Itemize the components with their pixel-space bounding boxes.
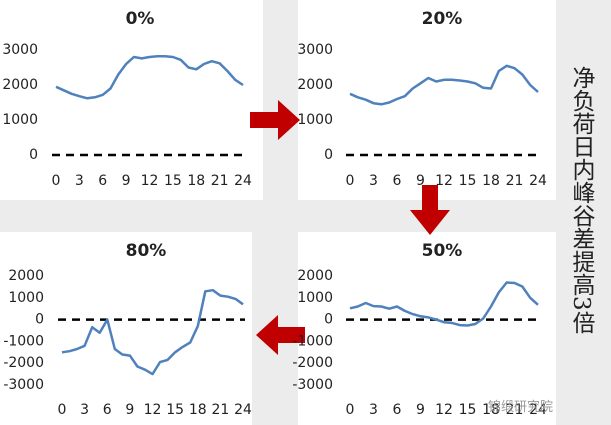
- x-tick-label: 21: [506, 173, 524, 189]
- x-tick-label: 21: [506, 402, 524, 418]
- x-tick-label: 12: [435, 402, 453, 418]
- annotation: 净负荷日内峰谷差提高3倍: [568, 66, 594, 334]
- panel: [298, 232, 556, 425]
- data-line: [349, 64, 539, 106]
- y-tick-label: -3000: [3, 377, 44, 393]
- x-tick-label: 9: [416, 173, 425, 189]
- x-tick-label: 0: [58, 402, 67, 418]
- chart-title: 80%: [126, 241, 167, 261]
- x-tick-label: 6: [98, 173, 107, 189]
- x-tick-label: 9: [416, 402, 425, 418]
- y-tick-label: 2000: [297, 268, 333, 284]
- arrow: [250, 100, 300, 140]
- x-tick-label: 24: [234, 173, 252, 189]
- chart-title: 20%: [422, 9, 463, 29]
- x-tick-label: 24: [529, 173, 547, 189]
- y-tick-label: 0: [324, 147, 333, 163]
- x-tick-label: 24: [529, 402, 547, 418]
- x-tick-label: 12: [435, 173, 453, 189]
- x-tick-label: 9: [125, 402, 134, 418]
- x-tick-label: 15: [166, 402, 184, 418]
- x-tick-label: 21: [211, 402, 229, 418]
- y-tick-label: 0: [29, 147, 38, 163]
- y-tick-label: -2000: [3, 355, 44, 371]
- y-tick-label: 2000: [297, 77, 333, 93]
- x-tick-label: 6: [103, 402, 112, 418]
- x-tick-label: 18: [482, 402, 500, 418]
- x-tick-label: 24: [234, 402, 252, 418]
- x-tick-label: 3: [75, 173, 84, 189]
- x-tick-label: 6: [393, 173, 402, 189]
- x-tick-label: 15: [459, 402, 477, 418]
- arrow: [410, 185, 450, 235]
- data-line: [61, 288, 244, 376]
- y-tick-label: 1000: [297, 290, 333, 306]
- x-tick-label: 0: [346, 402, 355, 418]
- y-tick-label: -2000: [292, 355, 333, 371]
- x-tick-label: 15: [459, 173, 477, 189]
- x-tick-label: 0: [52, 173, 61, 189]
- panel: [0, 232, 252, 425]
- y-tick-label: 2000: [2, 77, 38, 93]
- panel: [0, 0, 263, 200]
- y-tick-label: 1000: [8, 290, 44, 306]
- y-tick-label: -1000: [3, 333, 44, 349]
- data-line: [349, 281, 539, 327]
- y-tick-label: 0: [324, 312, 333, 328]
- y-tick-label: 1000: [297, 112, 333, 128]
- watermark: 锦缎研究院: [488, 400, 554, 415]
- x-tick-label: 12: [144, 402, 162, 418]
- x-tick-label: 12: [141, 173, 159, 189]
- y-tick-label: 2000: [8, 268, 44, 284]
- x-tick-label: 3: [369, 402, 378, 418]
- arrow: [256, 315, 305, 355]
- y-tick-label: -3000: [292, 377, 333, 393]
- x-tick-label: 3: [80, 402, 89, 418]
- x-tick-label: 18: [189, 402, 207, 418]
- x-tick-label: 21: [211, 173, 229, 189]
- panel: [298, 0, 556, 200]
- y-tick-label: -1000: [292, 333, 333, 349]
- x-tick-label: 9: [122, 173, 131, 189]
- y-tick-label: 1000: [2, 112, 38, 128]
- data-line: [55, 55, 244, 100]
- y-tick-label: 3000: [2, 42, 38, 58]
- x-tick-label: 18: [482, 173, 500, 189]
- y-tick-label: 0: [35, 312, 44, 328]
- x-tick-label: 18: [187, 173, 205, 189]
- chart-title: 0%: [126, 9, 155, 29]
- x-tick-label: 3: [369, 173, 378, 189]
- chart-title: 50%: [422, 241, 463, 261]
- x-tick-label: 6: [393, 402, 402, 418]
- x-tick-label: 15: [164, 173, 182, 189]
- x-tick-label: 0: [346, 173, 355, 189]
- y-tick-label: 3000: [297, 42, 333, 58]
